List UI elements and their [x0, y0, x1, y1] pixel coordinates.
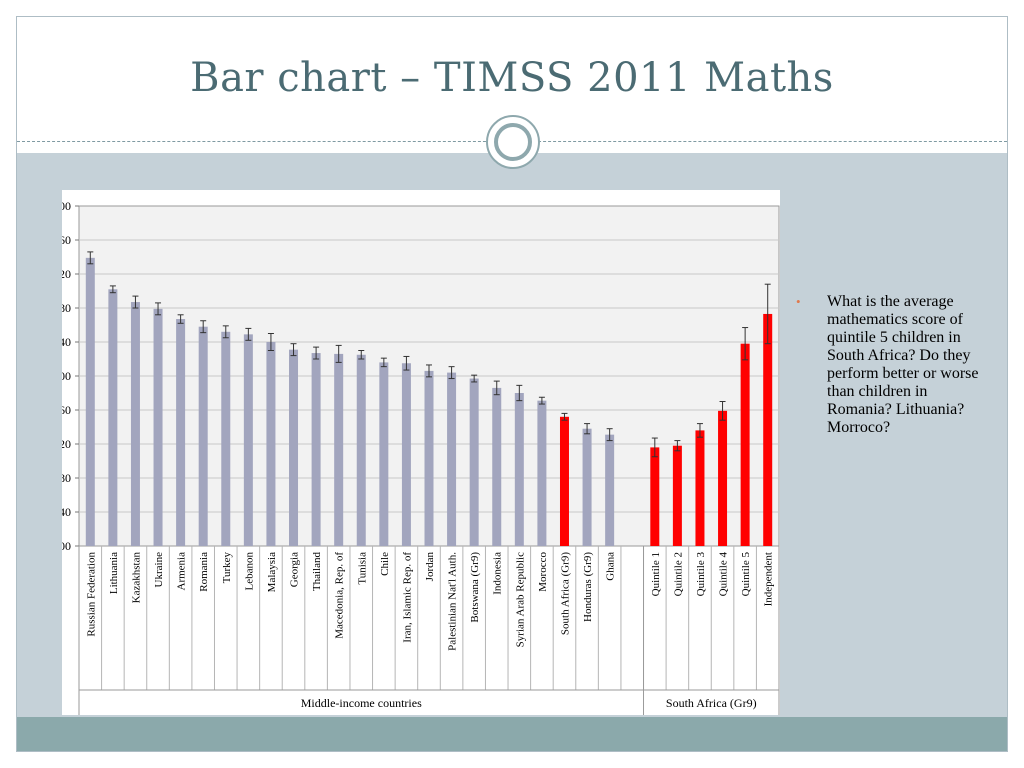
bar [469, 378, 479, 546]
bar [605, 434, 615, 546]
category-label: Romania [198, 552, 210, 592]
bar [447, 372, 457, 546]
bar [221, 331, 231, 546]
category-label: Ghana [605, 552, 617, 581]
category-label: Iran, Islamic Rep. of [401, 552, 413, 643]
bar [650, 447, 660, 546]
chart-area: 200240280320360400440480520560600TIMSS 2… [62, 190, 780, 715]
category-label: Quintile 5 [740, 552, 752, 597]
category-label: Indonesia [492, 552, 504, 595]
bar [243, 334, 253, 546]
y-tick-label: 600 [62, 199, 71, 213]
category-label: Quintile 3 [695, 552, 707, 597]
y-tick-label: 480 [62, 301, 71, 315]
category-label: South Africa (Gr9) [559, 552, 571, 635]
bar [266, 342, 276, 546]
category-label: Georgia [289, 552, 301, 587]
group-label: Middle-income countries [301, 696, 422, 710]
y-tick-label: 320 [62, 437, 71, 451]
bar [289, 349, 299, 546]
category-label: Malaysia [266, 552, 278, 592]
category-label: Honduras (Gr9) [582, 552, 594, 622]
bar [198, 326, 208, 546]
bullet-icon: • [796, 294, 801, 309]
bar [763, 313, 773, 546]
y-tick-label: 200 [62, 539, 71, 553]
category-label: Macedonia, Rep. of [334, 552, 346, 639]
question-text: What is the average mathematics score of… [827, 293, 979, 436]
bar [718, 410, 728, 546]
category-label: Syrian Arab Republic [514, 552, 526, 647]
category-label: Botswana (Gr9) [469, 552, 481, 623]
bar [130, 302, 140, 546]
bar [424, 370, 434, 546]
bar [537, 400, 547, 546]
category-label: Ukraine [153, 552, 165, 588]
bar [85, 257, 95, 546]
bar [695, 430, 705, 546]
y-tick-label: 360 [62, 403, 71, 417]
category-label: Kazakhstan [130, 552, 142, 604]
bar [311, 353, 321, 546]
category-label: Lebanon [243, 552, 255, 591]
category-label: Armenia [176, 552, 188, 591]
category-label: Turkey [221, 552, 233, 584]
category-label: Quintile 1 [650, 552, 662, 596]
bar-chart: 200240280320360400440480520560600TIMSS 2… [62, 199, 780, 715]
y-tick-label: 240 [62, 505, 71, 519]
category-label: Russian Federation [85, 552, 97, 637]
y-tick-label: 520 [62, 267, 71, 281]
category-label: Quintile 4 [718, 552, 730, 597]
category-label: Palestinian Nat'l Auth. [447, 552, 459, 651]
category-label: Independent [763, 552, 775, 606]
bar [379, 362, 389, 546]
category-label: Thailand [311, 552, 323, 592]
bar [672, 445, 682, 546]
circle-ornament-inner [494, 123, 532, 161]
category-label: Tunisia [356, 552, 368, 585]
category-label: Jordan [424, 552, 436, 582]
question-bullet: • What is the average mathematics score … [796, 293, 996, 437]
bar [514, 393, 524, 546]
bar [153, 308, 163, 546]
slide-title: Bar chart – TIMSS 2011 Maths [190, 55, 834, 101]
y-tick-label: 440 [62, 335, 71, 349]
bar [334, 353, 344, 546]
bar [492, 387, 502, 546]
category-label: Quintile 2 [672, 552, 684, 596]
bar [740, 343, 750, 546]
y-tick-label: 560 [62, 233, 71, 247]
bar [356, 354, 366, 546]
bar [108, 289, 118, 546]
category-label: Morocco [537, 552, 549, 592]
y-tick-label: 280 [62, 471, 71, 485]
circle-ornament-icon [486, 115, 540, 169]
category-label: Lithuania [108, 552, 120, 594]
category-label: Chile [379, 552, 391, 576]
bar [176, 319, 186, 546]
group-label: South Africa (Gr9) [666, 696, 757, 710]
bar [582, 428, 592, 546]
footer-band [17, 717, 1007, 751]
bar [559, 416, 569, 546]
y-tick-label: 400 [62, 369, 71, 383]
bar [401, 363, 411, 546]
